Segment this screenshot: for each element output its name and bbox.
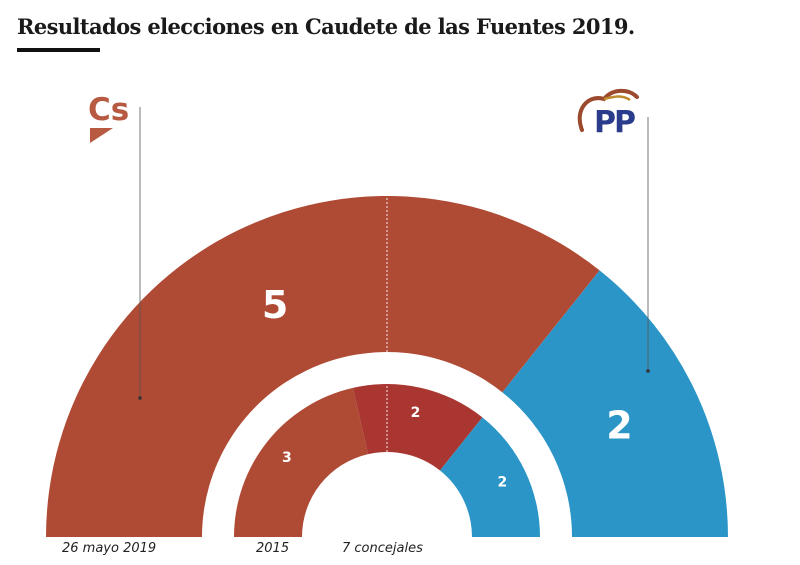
seat-value-label-ring0-1: 2 <box>606 404 632 448</box>
seat-segment-ring1-0 <box>234 387 369 537</box>
seat-value-label-ring1-0: 3 <box>282 450 292 466</box>
seat-segment-ring1-2 <box>439 417 540 537</box>
seat-value-label-ring1-1: 2 <box>411 405 421 421</box>
seat-value-label-ring1-2: 2 <box>497 475 507 491</box>
seat-value-label-ring0-0: 5 <box>262 283 288 327</box>
svg-text:Cs: Cs <box>88 92 129 128</box>
seat-segment-ring1-1 <box>352 384 483 471</box>
outer-ring-2019 <box>46 195 728 537</box>
pp-leader-dot <box>646 369 650 373</box>
cs-leader-dot <box>138 396 142 400</box>
pp-logo-icon: PP <box>577 88 639 140</box>
title-underline <box>17 48 100 52</box>
inner-ring-2015 <box>234 384 540 537</box>
cs-logo-icon: Cs <box>88 92 129 143</box>
outer-ring-label: 26 mayo 2019 <box>62 541 157 556</box>
chart-title: Resultados elecciones en Caudete de las … <box>17 14 635 39</box>
seat-segment-ring0-0 <box>46 195 600 537</box>
seats-total-label: 7 concejales <box>342 541 423 556</box>
seat-segment-ring0-1 <box>502 270 728 537</box>
svg-text:PP: PP <box>594 105 635 140</box>
inner-ring-label: 2015 <box>256 541 290 556</box>
